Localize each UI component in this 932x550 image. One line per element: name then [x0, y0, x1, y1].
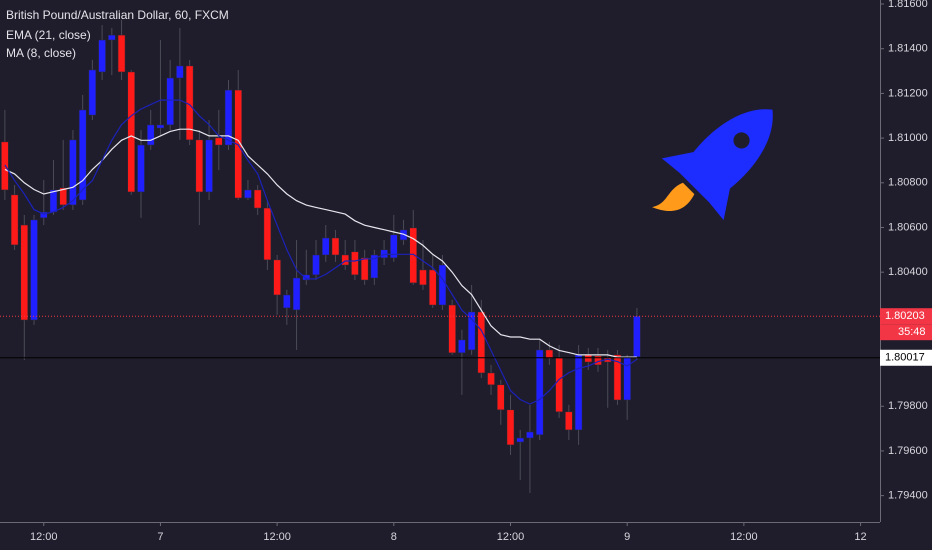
candle-body: [40, 211, 48, 219]
candle-body: [409, 227, 418, 284]
indicator-line: [4, 128, 637, 358]
candle-body: [341, 254, 349, 266]
candle-body: [351, 251, 359, 276]
candle-body: [146, 124, 155, 146]
candle-body: [30, 219, 38, 321]
candle-body: [195, 139, 204, 193]
y-tick-label: 1.79400: [888, 490, 928, 502]
candle-body: [331, 237, 340, 256]
candle-body: [448, 304, 456, 354]
candle-body: [584, 354, 593, 363]
candle-body: [234, 89, 242, 199]
y-tick-label: 1.81600: [888, 0, 928, 10]
chart-title: British Pound/Australian Dollar, 60, FXC…: [6, 8, 229, 22]
price-tag-label: 1.80017: [885, 352, 925, 364]
x-tick-label: 7: [157, 531, 163, 543]
price-tag: [880, 308, 932, 325]
candle-body: [370, 254, 379, 279]
candle-body: [166, 77, 174, 126]
candle-body: [292, 277, 301, 311]
candle-body: [506, 409, 515, 446]
candle-body: [555, 357, 563, 413]
legend-entry: EMA (21, close): [6, 28, 91, 42]
y-tick-label: 1.80600: [888, 221, 928, 233]
y-tick-label: 1.81400: [888, 43, 928, 55]
candle-body: [10, 194, 19, 246]
candle-body: [205, 139, 213, 193]
candle-body: [78, 109, 87, 201]
candle-body: [244, 189, 252, 199]
candle-body: [633, 315, 641, 358]
candle-body: [224, 89, 233, 146]
indicator-line: [4, 99, 638, 405]
countdown-label: 35:48: [898, 326, 926, 338]
candle-body: [69, 139, 77, 206]
candle-body: [273, 259, 281, 296]
candle-body: [88, 69, 97, 116]
price-tag: [880, 349, 932, 366]
y-tick-label: 1.79800: [888, 400, 928, 412]
candle-body: [399, 229, 408, 241]
x-tick-label: 12:00: [263, 531, 291, 543]
candle-body: [438, 264, 447, 306]
candle-body: [20, 224, 29, 321]
candle-body: [574, 354, 583, 431]
candle-body: [360, 257, 369, 281]
candle-body: [321, 237, 330, 256]
candle-body: [487, 372, 495, 386]
candle-body: [156, 124, 165, 129]
x-tick-label: 9: [624, 531, 630, 543]
candle-body: [613, 354, 622, 401]
candle-body: [215, 137, 223, 146]
candle-body: [497, 384, 505, 411]
candle-body: [137, 144, 145, 193]
countdown-tag: [880, 324, 932, 341]
y-tick-label: 1.81000: [888, 132, 928, 144]
x-tick-label: 12:00: [497, 531, 525, 543]
candle-body: [127, 71, 136, 193]
candle-body: [49, 189, 58, 213]
candle-body: [419, 269, 427, 286]
candle-body: [283, 294, 291, 309]
y-tick-label: 1.80800: [888, 177, 928, 189]
candle-body: [253, 189, 262, 209]
rocket-icon: [652, 109, 773, 221]
x-tick-label: 12: [854, 531, 866, 543]
legend-entry: MA (8, close): [6, 46, 76, 60]
x-tick-label: 12:00: [730, 531, 758, 543]
candle-body: [117, 34, 126, 73]
candle-body: [458, 339, 466, 354]
candle-body: [526, 431, 534, 439]
candle-body: [623, 356, 631, 401]
candle-body: [535, 349, 544, 436]
candle-body: [176, 65, 184, 79]
x-tick-label: 12:00: [30, 531, 58, 543]
y-tick-label: 1.81200: [888, 87, 928, 99]
candle-body: [565, 411, 573, 431]
candle-body: [428, 269, 437, 306]
plot: [1, 19, 641, 493]
x-tick-label: 8: [391, 531, 397, 543]
y-tick-label: 1.79600: [888, 445, 928, 457]
candle-body: [516, 437, 524, 443]
candle-body: [302, 274, 311, 281]
candle-body: [467, 311, 476, 351]
y-tick-label: 1.80400: [888, 266, 928, 278]
candle-body: [477, 311, 486, 374]
candle-body: [59, 187, 67, 206]
candle-body: [98, 39, 106, 73]
candle-body: [312, 254, 320, 276]
candle-body: [390, 234, 398, 259]
candle-body: [263, 207, 272, 261]
candle-body: [108, 34, 116, 41]
candle-body: [545, 349, 554, 359]
price-tag-label: 1.80203: [885, 310, 925, 322]
